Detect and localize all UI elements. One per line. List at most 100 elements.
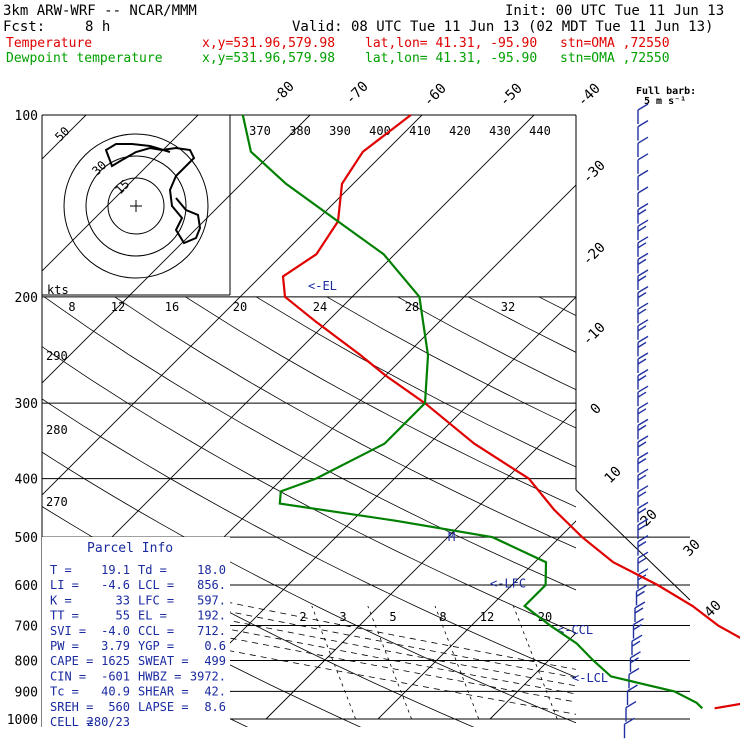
theta-label: 400 xyxy=(369,124,391,138)
theta-e-label: 280 xyxy=(46,423,68,437)
pressure-tick-label: 200 xyxy=(15,291,38,306)
level-marker-label: <-LCL xyxy=(572,671,608,685)
wind-barb-flag xyxy=(637,219,649,227)
wind-barb-flag xyxy=(637,308,647,315)
wind-barb-flag xyxy=(637,524,647,531)
wind-barb-flag xyxy=(637,136,649,144)
isotherm-label: -30 xyxy=(580,158,609,187)
isotherm-line xyxy=(602,115,740,719)
wind-barb-flag xyxy=(637,435,649,443)
wind-axis-tick: 20 xyxy=(233,300,247,314)
level-marker-label: M xyxy=(448,530,455,544)
parcel-param-name: YGP = xyxy=(138,639,174,653)
mixing-ratio-label: 5 xyxy=(389,610,396,624)
theta-label: 410 xyxy=(409,124,431,138)
wind-barb-flag xyxy=(637,202,649,211)
parcel-param-name: Td = xyxy=(138,563,167,577)
theta-e-label: 270 xyxy=(46,495,68,509)
level-marker-label: <-CCL xyxy=(557,623,593,637)
parcel-param-value: 3.79 xyxy=(101,639,130,653)
theta-label: 380 xyxy=(289,124,311,138)
hodograph-ring xyxy=(63,133,209,279)
level-marker-label: <-EL xyxy=(308,279,337,293)
isotherm-line xyxy=(265,408,576,720)
dew-legend-station: stn=OMA ,72550 xyxy=(560,51,670,66)
wind-barb-flag xyxy=(637,341,647,348)
isotherm-line xyxy=(714,115,740,719)
wind-barb-flag xyxy=(637,119,649,128)
wind-barb-flag xyxy=(637,557,647,564)
isotherm-line xyxy=(42,115,535,608)
isotherm-label: 10 xyxy=(602,464,625,487)
chart-diagonal-border xyxy=(575,489,691,601)
parcel-param-name: CIN = xyxy=(50,669,86,683)
wind-barb-flag xyxy=(633,617,644,626)
dry-adiabat-line xyxy=(397,296,576,391)
parcel-param-name: SWEAT = xyxy=(138,654,189,668)
temp-legend-label: Temperature xyxy=(6,36,93,51)
wind-barb-flag xyxy=(633,624,642,631)
wind-barb-flag xyxy=(637,424,647,431)
pressure-tick-label: 700 xyxy=(15,619,38,634)
wind-barb-flag xyxy=(637,352,649,360)
wind-barb-flag xyxy=(630,651,641,659)
wind-barb-flag xyxy=(634,601,646,609)
parcel-info-title: Parcel Info xyxy=(87,541,173,556)
theta-label: 430 xyxy=(489,124,511,138)
wind-barb-flag xyxy=(637,258,647,265)
wind-barb-flag xyxy=(637,302,649,310)
wind-barb-flag xyxy=(636,590,645,597)
parcel-param-value: 3972. xyxy=(190,669,226,683)
dry-adiabat-line xyxy=(43,296,576,591)
isotherm-label: 20 xyxy=(638,507,661,530)
wind-barb-flag xyxy=(628,667,640,676)
theta-e-label: 290 xyxy=(46,349,68,363)
isotherm-label: 0 xyxy=(588,401,605,418)
wind-barb-flag xyxy=(637,186,649,194)
barb-legend-value: 5 m s⁻¹ xyxy=(644,96,686,107)
wind-barb-flag xyxy=(637,474,647,481)
parcel-info-box xyxy=(42,537,230,727)
mixing-ratio-label: 3 xyxy=(339,610,346,624)
wind-barb-flag xyxy=(637,225,647,232)
dry-adiabat-line xyxy=(42,346,576,634)
mixing-ratio-label: 2 xyxy=(299,610,306,624)
wind-barb-flag xyxy=(637,485,649,493)
wind-barb-flag xyxy=(637,103,649,111)
mixing-ratio-line xyxy=(513,605,558,720)
wind-axis-tick: 16 xyxy=(165,300,179,314)
wind-barb-flag xyxy=(637,358,647,365)
parcel-param-name: Tc = xyxy=(50,685,79,699)
hodograph-ring-label: 15 xyxy=(112,177,132,197)
wind-barb-flag xyxy=(637,375,647,382)
wind-barb-flag xyxy=(631,640,641,647)
parcel-param-name: TT = xyxy=(50,609,79,623)
parcel-param-name: CCL = xyxy=(138,624,174,638)
parcel-param-name: CAPE = xyxy=(50,654,93,668)
wind-barb-flag xyxy=(637,501,649,510)
wind-barb-flag xyxy=(637,335,649,344)
wind-barb-flag xyxy=(637,458,647,465)
hodograph-ring xyxy=(107,177,165,235)
pressure-tick-label: 100 xyxy=(15,109,38,124)
wind-axis-tick: 8 xyxy=(68,300,75,314)
pressure-tick-label: 500 xyxy=(15,531,38,546)
parcel-param-value: 8.6 xyxy=(204,700,226,714)
wind-barb-flag xyxy=(637,275,647,282)
dry-adiabat-line xyxy=(42,451,576,724)
pressure-tick-label: 800 xyxy=(15,654,38,669)
temp-legend-station: stn=OMA ,72550 xyxy=(560,36,670,51)
dry-adiabat-line xyxy=(42,398,576,678)
wind-barb-flag xyxy=(637,153,649,161)
wind-barb-flag xyxy=(637,236,649,244)
parcel-param-value: 192. xyxy=(197,609,226,623)
wind-barb-flag xyxy=(637,252,649,261)
dry-adiabat-line xyxy=(468,296,576,353)
wind-barb-flag xyxy=(637,385,649,393)
isotherm-label: 30 xyxy=(681,537,704,560)
hodograph-ring xyxy=(85,155,187,257)
isotherm-line xyxy=(153,296,576,720)
parcel-param-name: HWBZ = xyxy=(138,669,181,683)
mixing-ratio-line xyxy=(311,605,356,720)
isotherm-label: -10 xyxy=(580,320,609,349)
